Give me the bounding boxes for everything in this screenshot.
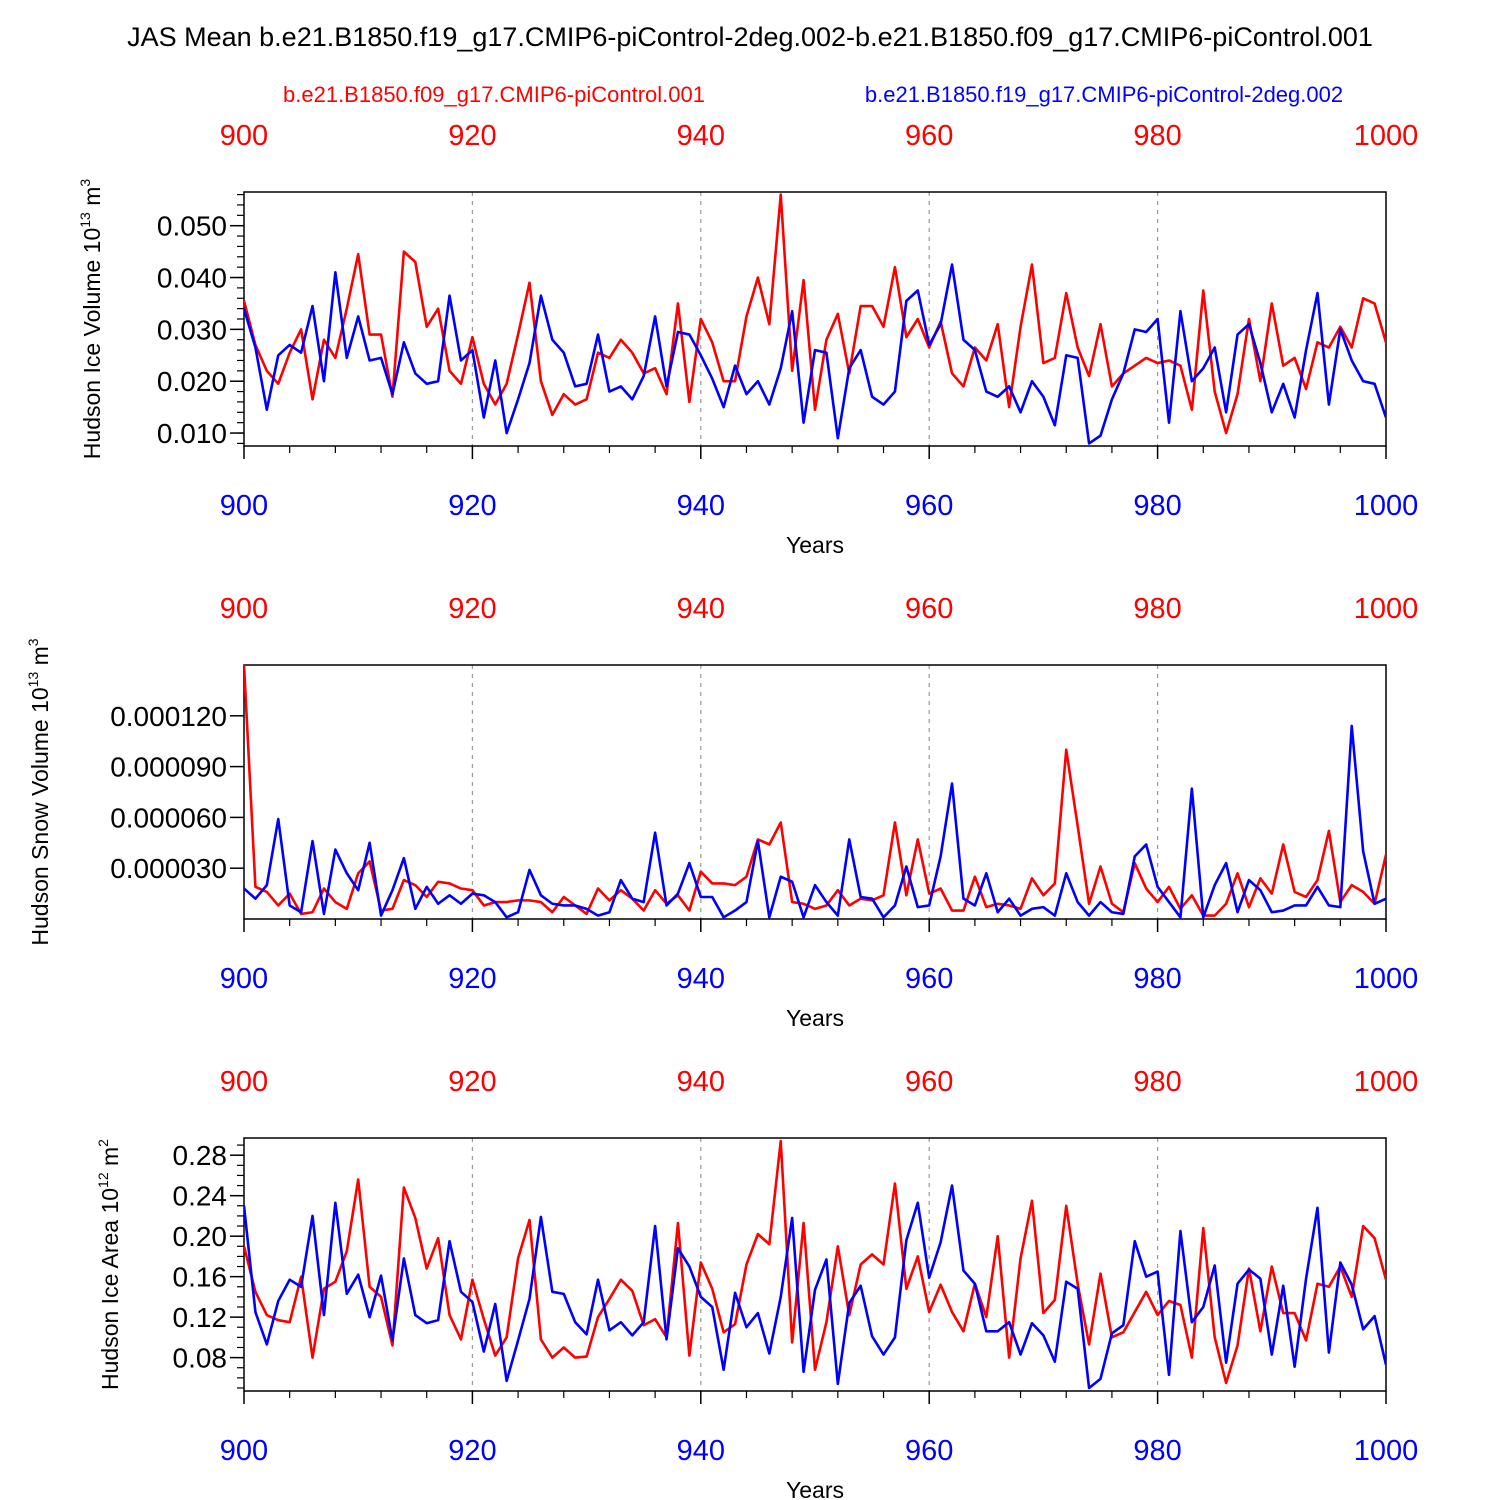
x-tick-label-bottom: 920 [448,490,496,522]
y-axis-label-name: Hudson Ice Area [97,1214,123,1390]
x-tick-label-top: 980 [1133,120,1181,152]
y-tick-label: 0.20 [173,1221,228,1252]
chart-panel-1: 900 900 920 920 940 940 960 960 980 980 1000 1000 0.… [77,120,1418,558]
chart-panel-3: 900 900 920 920 940 940 960 960 980 980 1000 1000 0.… [95,1066,1418,1500]
y-axis-label: Hudson Ice Area 1012 m2 [95,1139,123,1390]
x-axis-label: Years [786,1477,844,1500]
x-axis-label: Years [786,532,844,558]
series-line-red [244,664,1386,917]
x-tick-label-bottom: 920 [448,1435,496,1467]
x-tick-label-top: 920 [448,1066,496,1098]
x-tick-label-bottom: 900 [220,963,268,995]
legend-red-label: b.e21.B1850.f09_g17.CMIP6-piControl.001 [283,82,705,107]
y-tick-label: 0.12 [173,1302,228,1333]
plot-frame [243,664,1387,920]
series-line-blue [244,263,1386,445]
x-tick-label-bottom: 980 [1133,490,1181,522]
y-axis-label-unit-exp: 13 [25,672,41,688]
x-tick-label-top: 1000 [1354,120,1419,152]
x-tick-label-bottom: 1000 [1354,490,1419,522]
y-axis-label: Hudson Snow Volume 1013 m3 [25,638,53,945]
x-tick-label-top: 960 [905,593,953,625]
y-axis-label-unit-base: 10 [97,1188,123,1214]
y-axis-label-name: Hudson Ice Volume [79,253,105,459]
y-tick-label: 0.020 [157,366,227,397]
x-tick-label-top: 920 [448,593,496,625]
y-axis-label-unit-pow: 3 [25,638,41,646]
y-tick-label: 0.050 [157,211,227,242]
series-line-red [244,193,1386,435]
y-axis-label-unit: m [97,1147,123,1173]
x-tick-label-bottom: 920 [448,963,496,995]
chart-panel-2: 900 900 920 920 940 940 960 960 980 980 1000 1000 0.… [25,593,1418,1031]
x-tick-label-top: 900 [220,1066,268,1098]
y-tick-label: 0.08 [173,1343,228,1374]
y-tick-label: 0.28 [173,1140,228,1171]
x-tick-label-bottom: 960 [905,1435,953,1467]
y-axis-label: Hudson Ice Volume 1013 m3 [77,179,105,460]
x-tick-label-top: 900 [220,120,268,152]
y-tick-label: 0.16 [173,1262,228,1293]
x-tick-label-bottom: 940 [677,963,725,995]
x-tick-label-top: 1000 [1354,1066,1419,1098]
chart-panels: 900 900 920 920 940 940 960 960 980 980 1000 1000 0.… [25,120,1418,1500]
y-tick-label: 0.040 [157,263,227,294]
y-axis-label-unit-exp: 12 [95,1172,111,1188]
x-tick-label-bottom: 900 [220,1435,268,1467]
x-tick-label-top: 940 [677,120,725,152]
x-tick-label-bottom: 940 [677,490,725,522]
y-axis-label-unit-pow: 2 [95,1139,111,1147]
x-tick-label-bottom: 960 [905,490,953,522]
x-tick-label-bottom: 940 [677,1435,725,1467]
figure-title: JAS Mean b.e21.B1850.f19_g17.CMIP6-piCon… [127,22,1373,52]
x-tick-label-bottom: 980 [1133,963,1181,995]
x-axis-label: Years [786,1005,844,1031]
legend-blue-label: b.e21.B1850.f19_g17.CMIP6-piControl-2deg… [865,82,1343,107]
series-line-red [244,1139,1386,1385]
x-tick-label-top: 940 [677,593,725,625]
y-axis-label-unit: m [27,646,53,672]
y-tick-label: 0.000090 [110,752,227,783]
series-line-blue [244,1184,1386,1390]
x-tick-label-top: 920 [448,120,496,152]
y-axis-label-name: Hudson Snow Volume [27,713,53,946]
x-tick-label-bottom: 900 [220,490,268,522]
y-tick-label: 0.010 [157,418,227,449]
y-tick-label: 0.000120 [110,701,227,732]
x-tick-label-top: 940 [677,1066,725,1098]
y-axis-label-unit-pow: 3 [77,179,93,187]
plot-frame [243,1137,1387,1392]
x-tick-label-bottom: 980 [1133,1435,1181,1467]
y-axis-label-unit-base: 10 [79,228,105,254]
x-tick-label-top: 960 [905,120,953,152]
y-tick-label: 0.24 [173,1181,228,1212]
x-tick-label-top: 960 [905,1066,953,1098]
y-tick-label: 0.030 [157,314,227,345]
y-tick-label: 0.000030 [110,853,227,884]
series-line-blue [244,724,1386,919]
x-tick-label-bottom: 960 [905,963,953,995]
x-tick-label-top: 1000 [1354,593,1419,625]
y-tick-label: 0.000060 [110,802,227,833]
x-tick-label-top: 900 [220,593,268,625]
x-tick-label-bottom: 1000 [1354,963,1419,995]
x-tick-label-bottom: 1000 [1354,1435,1419,1467]
y-axis-label-unit-exp: 13 [77,212,93,228]
x-tick-label-top: 980 [1133,593,1181,625]
x-tick-label-top: 980 [1133,1066,1181,1098]
y-axis-label-unit: m [79,187,105,213]
y-axis-label-unit-base: 10 [27,687,53,713]
